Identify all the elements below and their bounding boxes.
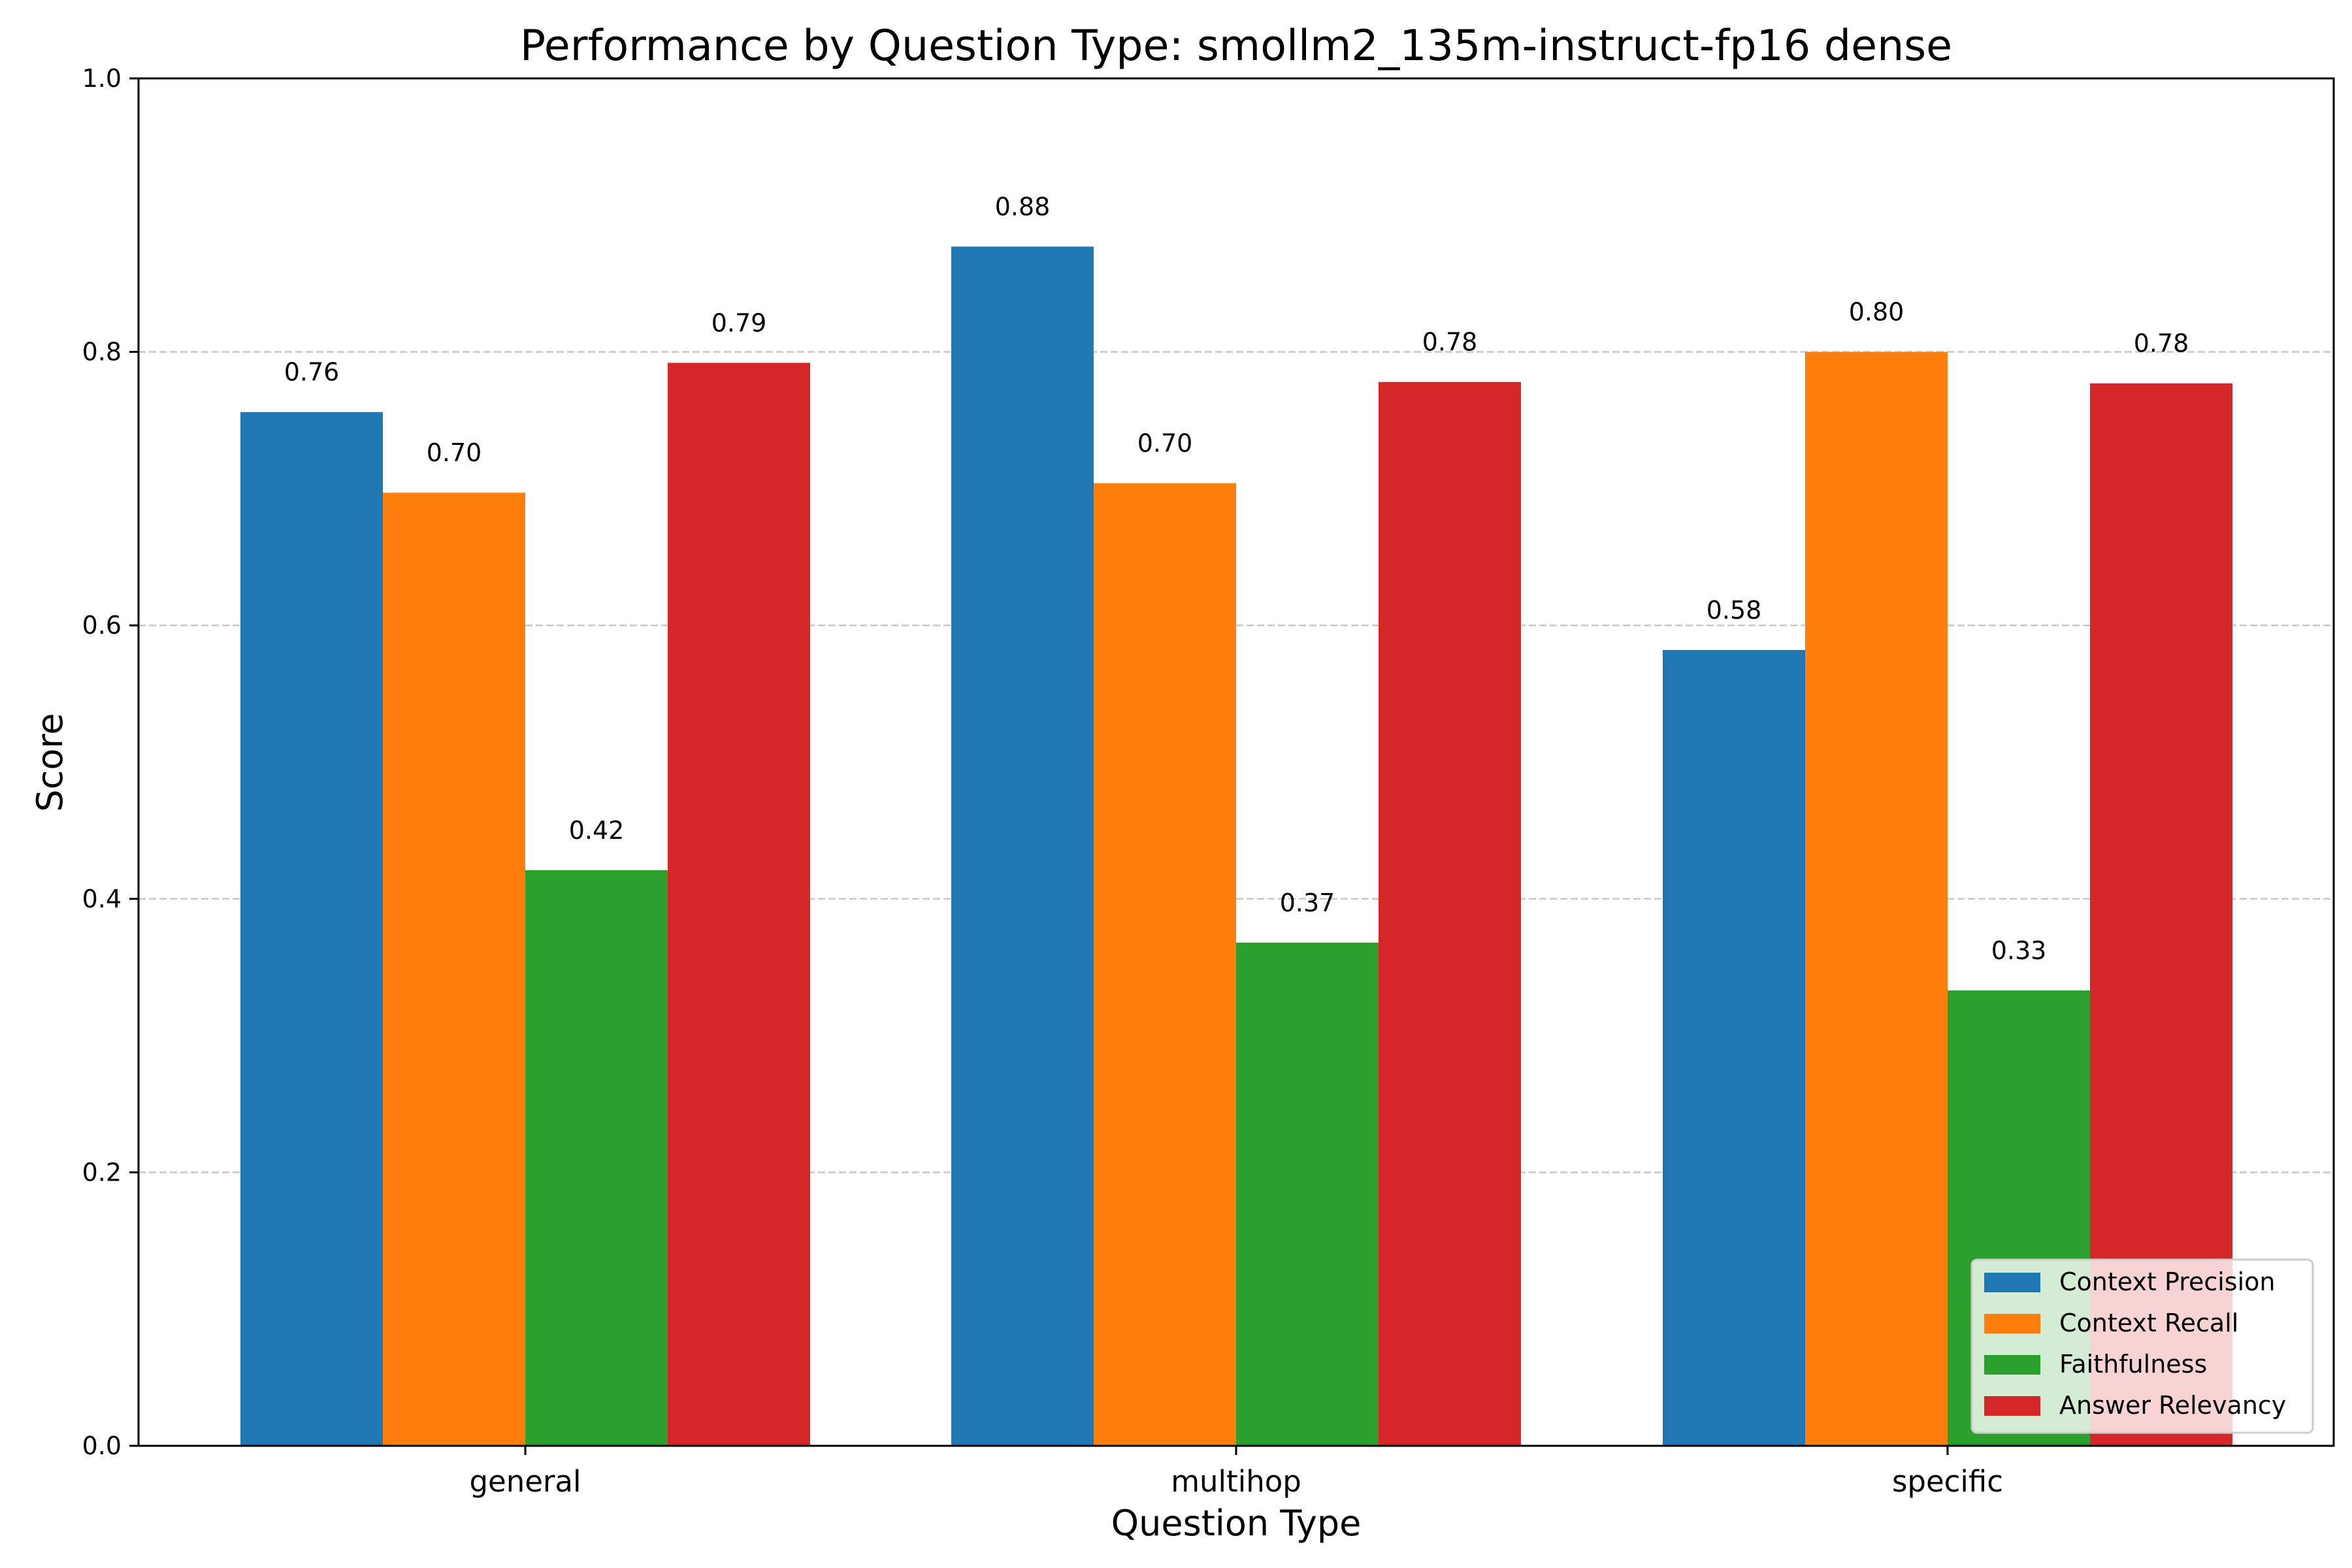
data-label: 0.80 (1849, 298, 1904, 327)
bar (1663, 649, 1805, 1446)
data-label: 0.58 (1707, 596, 1762, 625)
y-tick-label: 0.4 (82, 885, 122, 913)
y-tick-label: 0.0 (82, 1431, 122, 1460)
bar (383, 493, 525, 1446)
y-axis-label: Score (29, 713, 71, 811)
data-label: 0.70 (1137, 429, 1193, 458)
x-axis-ticks: general multihop specific (469, 1446, 2003, 1499)
bar (1805, 351, 1948, 1446)
x-axis-label: Question Type (1111, 1503, 1362, 1544)
data-label: 0.79 (711, 308, 767, 337)
bar (1094, 483, 1236, 1446)
x-tick-label: specific (1892, 1464, 2003, 1499)
legend-swatch (1984, 1273, 2040, 1292)
legend-label: Context Recall (2059, 1309, 2238, 1337)
legend-swatch (1984, 1396, 2040, 1416)
x-tick-label: general (469, 1464, 581, 1499)
bar (1379, 382, 1521, 1446)
legend-label: Answer Relevancy (2059, 1391, 2286, 1420)
legend-swatch (1984, 1355, 2040, 1375)
data-label: 0.78 (2134, 329, 2189, 358)
bar (1236, 942, 1379, 1446)
data-label: 0.33 (1991, 936, 2047, 965)
y-tick-label: 0.8 (82, 338, 122, 367)
y-tick-label: 0.6 (82, 611, 122, 640)
y-tick-label: 0.2 (82, 1158, 122, 1186)
data-label: 0.70 (427, 438, 482, 467)
data-label: 0.78 (1422, 328, 1478, 357)
chart-title: Performance by Question Type: smollm2_13… (520, 22, 1952, 71)
legend-label: Context Precision (2059, 1267, 2276, 1296)
y-axis-ticks: 0.0 0.2 0.4 0.6 0.8 1.0 (82, 64, 139, 1460)
legend-label: Faithfulness (2059, 1350, 2207, 1379)
bar (951, 246, 1094, 1446)
legend-swatch (1984, 1314, 2040, 1333)
data-label: 0.37 (1280, 889, 1335, 917)
legend: Context Precision Context Recall Faithfuln… (1970, 1258, 2314, 1434)
bar (668, 363, 810, 1446)
data-label: 0.88 (995, 192, 1051, 221)
data-label: 0.42 (569, 816, 625, 845)
x-tick-label: multihop (1171, 1464, 1301, 1499)
bar (525, 870, 668, 1446)
y-tick-label: 1.0 (82, 64, 122, 93)
data-labels: 0.76 0.70 0.42 0.79 0.88 0.70 0.37 0.78 0.58 0.80… (284, 192, 2189, 965)
bar (240, 412, 383, 1446)
data-label: 0.76 (284, 358, 340, 387)
legend-box (1970, 1258, 2314, 1434)
